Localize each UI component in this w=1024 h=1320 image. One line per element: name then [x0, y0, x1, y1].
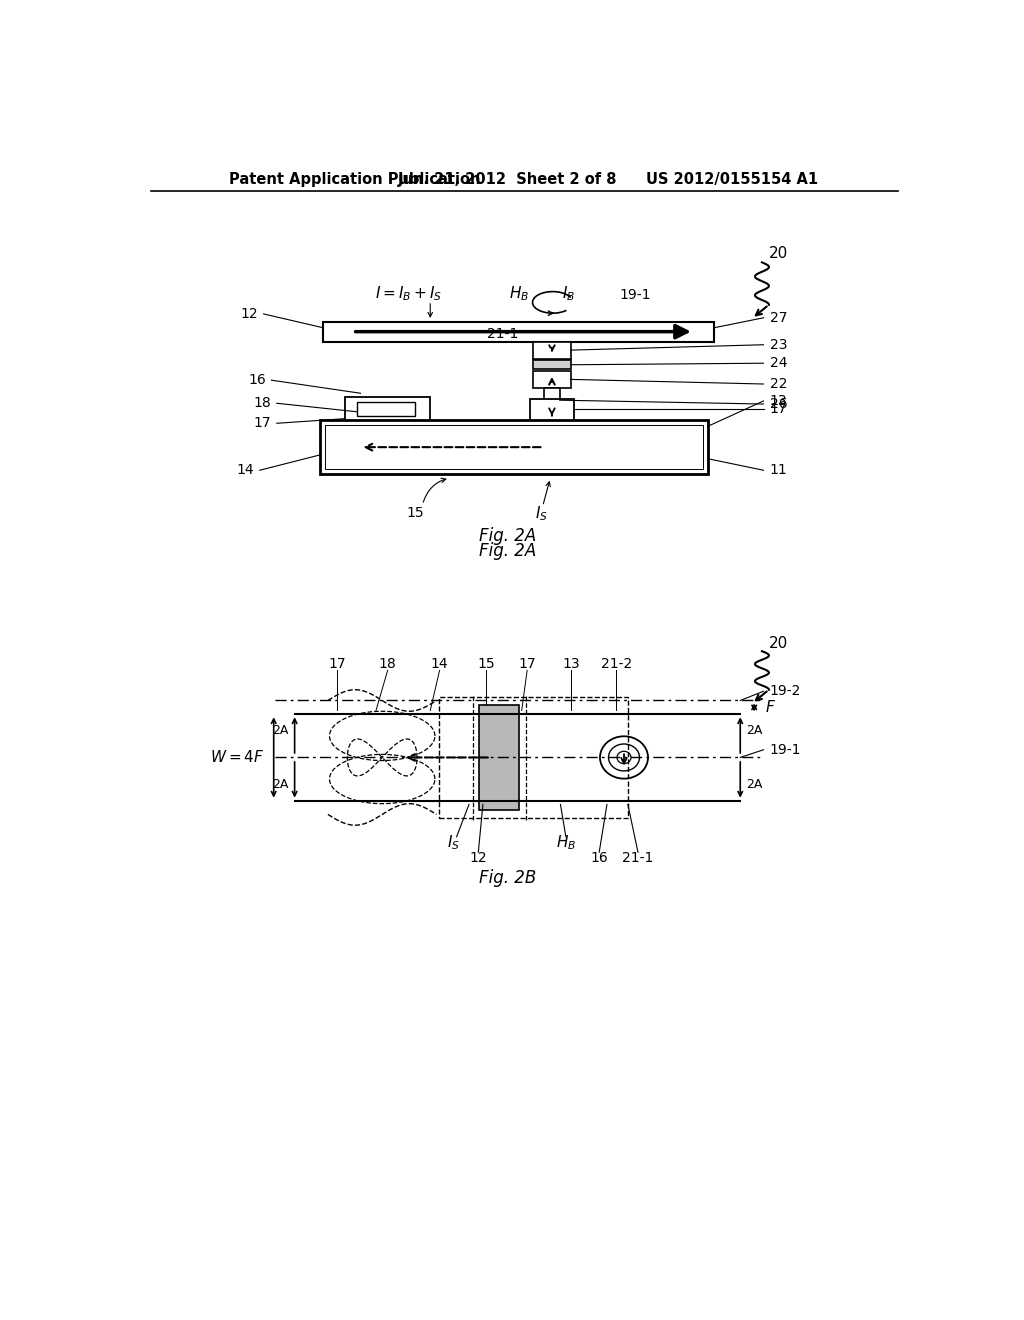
- Text: 17: 17: [770, 403, 787, 416]
- Text: 26: 26: [770, 397, 787, 411]
- Text: 17: 17: [518, 657, 536, 672]
- Text: 2A: 2A: [272, 723, 289, 737]
- Text: US 2012/0155154 A1: US 2012/0155154 A1: [645, 172, 818, 186]
- Text: 17: 17: [254, 416, 271, 430]
- Text: 19-2: 19-2: [770, 684, 801, 698]
- Text: 19-1: 19-1: [770, 743, 801, 756]
- Bar: [530, 399, 573, 420]
- Bar: [479, 705, 519, 810]
- Text: $F$: $F$: [765, 700, 776, 715]
- Text: Fig. 2B: Fig. 2B: [479, 870, 537, 887]
- Text: 14: 14: [431, 657, 449, 672]
- Text: 21-2: 21-2: [601, 657, 632, 672]
- Text: 16: 16: [590, 851, 608, 866]
- Bar: [534, 342, 570, 359]
- Text: 21-1: 21-1: [487, 327, 518, 341]
- Text: 14: 14: [237, 463, 254, 478]
- Bar: [544, 388, 560, 412]
- Bar: [534, 371, 570, 388]
- Text: Fig. 2A: Fig. 2A: [479, 527, 537, 545]
- Text: 15: 15: [477, 657, 495, 672]
- Bar: [321, 420, 708, 474]
- Text: 13: 13: [562, 657, 581, 672]
- Text: 20: 20: [769, 636, 788, 651]
- Text: $H_B$: $H_B$: [509, 284, 529, 302]
- Text: 27: 27: [770, 310, 787, 325]
- Text: $I_S$: $I_S$: [535, 504, 548, 524]
- Text: 17: 17: [329, 657, 346, 672]
- Text: 2A: 2A: [746, 723, 763, 737]
- Text: 24: 24: [770, 356, 787, 370]
- Text: 19-1: 19-1: [620, 289, 651, 302]
- Text: $H_B$: $H_B$: [556, 834, 575, 853]
- Text: 2A: 2A: [272, 777, 289, 791]
- Text: Jun. 21, 2012  Sheet 2 of 8: Jun. 21, 2012 Sheet 2 of 8: [398, 172, 617, 186]
- Text: 20: 20: [769, 247, 788, 261]
- Text: 21-1: 21-1: [623, 851, 653, 866]
- Text: 15: 15: [406, 506, 424, 520]
- Bar: [534, 360, 570, 370]
- Bar: [324, 322, 714, 342]
- Text: 2A: 2A: [746, 777, 763, 791]
- Text: 12: 12: [469, 851, 487, 866]
- Text: Fig. 2A: Fig. 2A: [479, 543, 537, 560]
- Text: $I = I_B + I_S$: $I = I_B + I_S$: [375, 284, 442, 302]
- Text: 12: 12: [241, 308, 258, 321]
- Text: Patent Application Publication: Patent Application Publication: [228, 172, 480, 186]
- Text: 23: 23: [770, 338, 787, 351]
- Text: $I_S$: $I_S$: [447, 834, 460, 853]
- Bar: [438, 697, 628, 817]
- Text: 18: 18: [254, 396, 271, 411]
- Text: 22: 22: [770, 378, 787, 391]
- Text: 11: 11: [770, 463, 787, 478]
- Text: $W = 4F$: $W = 4F$: [210, 750, 264, 766]
- Text: 16: 16: [248, 374, 266, 387]
- Bar: [325, 425, 703, 470]
- Bar: [345, 397, 430, 420]
- Bar: [356, 401, 415, 416]
- Text: 13: 13: [770, 393, 787, 408]
- Text: 18: 18: [379, 657, 396, 672]
- Text: $I_B$: $I_B$: [562, 284, 575, 302]
